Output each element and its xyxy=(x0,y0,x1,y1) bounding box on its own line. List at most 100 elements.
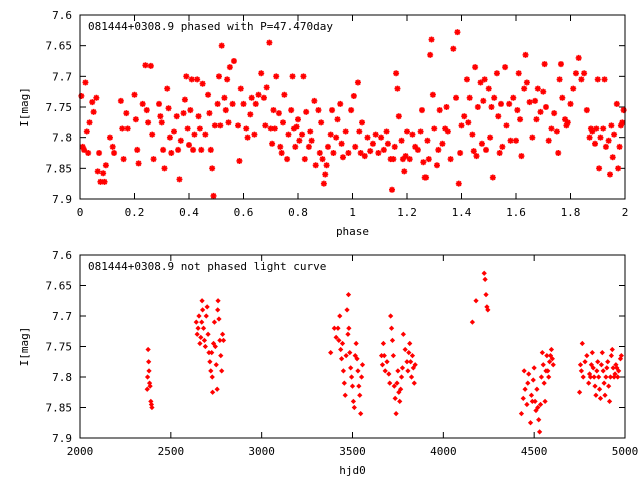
phased-data-point xyxy=(90,108,97,115)
phased-data-point xyxy=(158,119,165,126)
unphased-data-point xyxy=(532,398,538,405)
unphased-y-tick-label: 7.6 xyxy=(52,249,72,262)
unphased-data-point xyxy=(606,383,612,389)
unphased-data-point xyxy=(482,276,488,283)
phased-data-point xyxy=(318,119,325,126)
unphased-data-point xyxy=(524,401,530,408)
phased-data-point xyxy=(357,150,364,156)
phased-data-point xyxy=(190,146,197,153)
phased-data-point xyxy=(489,174,496,181)
phased-data-point xyxy=(85,150,92,156)
unphased-y-tick-label: 7.7 xyxy=(52,310,72,323)
unphased-data-point xyxy=(352,353,358,359)
phased-data-point xyxy=(611,131,618,138)
phased-data-point xyxy=(262,122,269,129)
phased-data-point xyxy=(277,143,284,150)
phased-data-point xyxy=(102,162,109,169)
unphased-data-point xyxy=(339,340,346,347)
phased-data-point xyxy=(266,39,273,46)
phased-data-point xyxy=(221,94,228,101)
unphased-data-point xyxy=(526,371,532,377)
unphased-y-tick-label: 7.8 xyxy=(52,371,72,384)
unphased-data-point xyxy=(530,377,536,383)
unphased-data-point xyxy=(353,340,359,347)
phased-data-point xyxy=(463,76,470,83)
unphased-data-point xyxy=(359,362,366,368)
phased-data-point xyxy=(177,137,184,144)
phased-data-point xyxy=(537,108,544,115)
phased-data-point xyxy=(414,146,421,153)
unphased-data-point xyxy=(335,325,341,331)
unphased-data-point xyxy=(536,417,542,423)
phased-data-point xyxy=(496,150,503,156)
unphased-data-point xyxy=(193,319,199,325)
phased-data-point xyxy=(275,110,282,117)
unphased-data-point xyxy=(547,353,554,359)
phased-data-point xyxy=(135,160,142,167)
phased-data-point xyxy=(301,156,308,163)
unphased-data-point xyxy=(607,374,614,380)
unphased-data-point xyxy=(205,331,211,337)
phased-data-point xyxy=(324,143,331,150)
phased-data-point xyxy=(450,45,457,52)
unphased-data-point xyxy=(146,359,152,365)
phased-data-point xyxy=(555,150,562,156)
phased-data-point xyxy=(605,137,612,144)
phased-data-point xyxy=(173,113,180,120)
phased-x-tick-label: 2 xyxy=(622,206,629,219)
phased-data-point xyxy=(342,128,349,135)
phased-data-point xyxy=(292,143,299,150)
unphased-data-point xyxy=(214,386,220,392)
phased-data-point xyxy=(237,85,244,92)
phased-data-point xyxy=(540,88,547,95)
phased-data-point xyxy=(620,107,627,114)
unphased-data-point xyxy=(520,395,526,401)
phased-data-point xyxy=(293,123,300,130)
unphased-data-point xyxy=(595,359,601,365)
phased-y-axis-label: I[mag] xyxy=(18,87,31,127)
unphased-data-point xyxy=(357,392,363,398)
phased-data-point xyxy=(375,150,382,156)
unphased-data-point xyxy=(578,368,585,374)
phased-data-point xyxy=(587,125,594,132)
unphased-data-point xyxy=(404,359,410,365)
unphased-data-point xyxy=(589,349,595,356)
phased-data-point xyxy=(399,156,406,163)
unphased-data-point xyxy=(338,346,344,353)
phased-data-point xyxy=(194,76,201,83)
unphased-data-point xyxy=(345,331,351,337)
unphased-data-point xyxy=(610,365,616,371)
phased-data-point xyxy=(423,174,430,181)
phased-data-point xyxy=(581,70,588,77)
phased-data-point xyxy=(205,91,212,98)
phased-data-point xyxy=(330,150,337,156)
unphased-data-point xyxy=(208,368,214,374)
phased-data-point xyxy=(433,162,440,169)
phased-data-point xyxy=(510,94,517,101)
unphased-data-point xyxy=(219,368,225,374)
phased-data-point xyxy=(131,91,138,98)
unphased-data-point xyxy=(609,346,615,353)
phased-data-point xyxy=(514,107,521,114)
phased-data-point xyxy=(323,162,330,169)
phased-data-point xyxy=(395,113,402,120)
unphased-data-point xyxy=(394,380,400,386)
phased-data-point xyxy=(567,100,574,107)
phased-data-point xyxy=(119,125,126,132)
phased-data-point xyxy=(522,51,529,58)
unphased-data-point xyxy=(525,380,531,386)
phased-data-point xyxy=(164,85,171,92)
phased-data-point xyxy=(586,134,593,141)
unphased-data-point xyxy=(542,398,548,405)
phased-data-point xyxy=(165,105,172,112)
phased-data-point xyxy=(557,61,564,68)
phased-data-point xyxy=(106,134,113,141)
phased-data-point xyxy=(322,171,329,178)
phased-data-point xyxy=(175,146,182,153)
phased-data-point xyxy=(134,146,141,153)
phased-data-point xyxy=(94,168,101,175)
unphased-data-point xyxy=(380,340,387,347)
phased-data-point xyxy=(596,165,603,172)
phased-data-point xyxy=(559,94,566,101)
